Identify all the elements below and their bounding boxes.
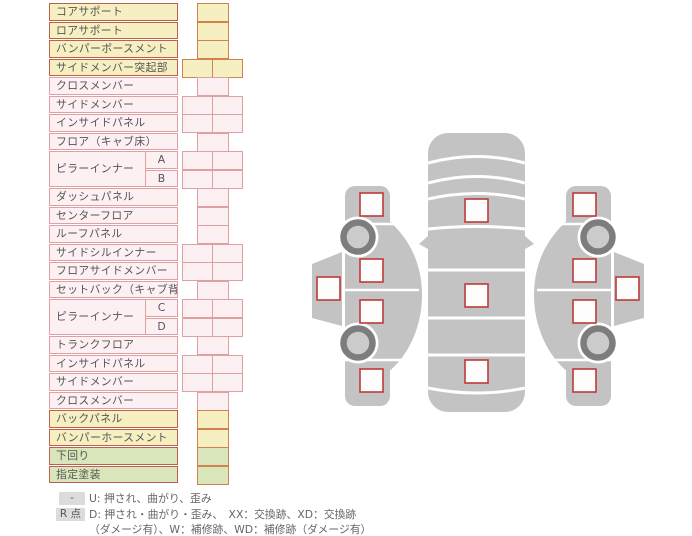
- damage-grade-cell[interactable]: [197, 132, 229, 152]
- part-label: 指定塗装: [49, 465, 178, 483]
- part-label: トランクフロア: [49, 336, 178, 354]
- part-label: 下回り: [49, 447, 178, 465]
- damage-grade-cell[interactable]: [182, 354, 213, 374]
- damage-grade-cell[interactable]: [212, 317, 243, 337]
- damage-grade-cell[interactable]: [212, 151, 243, 170]
- part-label: センターフロア: [49, 206, 178, 224]
- damage-checkbox-top-center[interactable]: [464, 283, 489, 308]
- damage-checkbox-top-trunk[interactable]: [464, 359, 489, 384]
- pillar-sub-label: D: [145, 317, 178, 335]
- damage-grade-cell[interactable]: [212, 299, 243, 318]
- part-label: コアサポート: [49, 3, 178, 21]
- damage-grade-cell[interactable]: [197, 21, 229, 41]
- damage-grade-cell[interactable]: [182, 299, 213, 318]
- damage-grade-cell[interactable]: [197, 336, 229, 355]
- part-label: ダッシュパネル: [49, 188, 178, 206]
- vehicle-diagram: [312, 133, 644, 412]
- pillar-sub-label: A: [145, 151, 178, 169]
- damage-grade-cell[interactable]: [197, 465, 229, 485]
- damage-grade-cell[interactable]: [197, 447, 229, 466]
- left-rear-wheel-icon: [340, 325, 376, 361]
- damage-grade-cell[interactable]: [197, 3, 229, 22]
- part-label: クロスメンバー: [49, 77, 178, 95]
- part-label: サイドシルインナー: [49, 243, 178, 261]
- damage-grade-cell[interactable]: [182, 114, 213, 133]
- damage-grade-cell[interactable]: [182, 373, 213, 392]
- left-front-wheel-icon: [340, 219, 376, 255]
- part-label: インサイドパネル: [49, 354, 178, 372]
- damage-grade-cell[interactable]: [197, 77, 229, 96]
- damage-grade-cell[interactable]: [212, 169, 243, 189]
- part-label: フロア（キャブ床）: [49, 132, 178, 150]
- part-label: インサイドパネル: [49, 114, 178, 132]
- damage-checkbox-right-side-panel[interactable]: [615, 276, 640, 301]
- damage-checkbox-left-front-door[interactable]: [359, 258, 384, 283]
- damage-grade-cell[interactable]: [212, 373, 243, 392]
- damage-grade-cell[interactable]: [197, 391, 229, 411]
- damage-grade-cell[interactable]: [212, 58, 243, 78]
- car-top-view: [419, 133, 534, 412]
- damage-checkbox-left-rear-fender[interactable]: [359, 368, 384, 393]
- part-label: ピラーインナー: [49, 299, 146, 335]
- right-rear-wheel-icon: [580, 325, 616, 361]
- damage-grade-cell[interactable]: [197, 188, 229, 207]
- legend-badge-dash: -: [59, 492, 85, 505]
- damage-grade-cell[interactable]: [212, 262, 243, 281]
- part-label: ルーフパネル: [49, 225, 178, 243]
- damage-grade-cell[interactable]: [197, 40, 229, 59]
- damage-checkbox-left-side-panel[interactable]: [316, 276, 341, 301]
- part-label: ピラーインナー: [49, 151, 146, 187]
- part-label: フロアサイドメンバー: [49, 262, 178, 280]
- part-label: バンパーボースメント: [49, 40, 178, 58]
- damage-checkbox-right-front-door[interactable]: [572, 258, 597, 283]
- damage-checkbox-right-front-fender[interactable]: [572, 192, 597, 217]
- damage-grade-cell[interactable]: [197, 280, 229, 300]
- damage-grade-cell[interactable]: [212, 114, 243, 133]
- damage-checkbox-left-rear-door[interactable]: [359, 299, 384, 324]
- damage-grade-cell[interactable]: [182, 262, 213, 281]
- damage-grade-cell[interactable]: [182, 317, 213, 337]
- damage-checkbox-left-front-fender[interactable]: [359, 192, 384, 217]
- legend-line-u: U: 押され、曲がり、歪み: [89, 492, 212, 505]
- part-label: セットバック（キャブ背）: [49, 280, 178, 298]
- damage-grade-cell[interactable]: [182, 58, 213, 78]
- damage-grade-cell[interactable]: [182, 243, 213, 263]
- part-label: サイドメンバー: [49, 95, 178, 113]
- pillar-sub-label: B: [145, 169, 178, 187]
- damage-grade-cell[interactable]: [197, 225, 229, 244]
- part-label: クロスメンバー: [49, 391, 178, 409]
- part-label: サイドメンバー: [49, 373, 178, 391]
- part-label: サイドメンバー突起部: [49, 58, 178, 76]
- damage-grade-cell[interactable]: [197, 206, 229, 226]
- damage-grade-cell[interactable]: [212, 95, 243, 115]
- damage-checkbox-top-windshield[interactable]: [464, 198, 489, 223]
- part-label: バックパネル: [49, 410, 178, 428]
- part-label: ロアサポート: [49, 21, 178, 39]
- right-front-wheel-icon: [580, 219, 616, 255]
- damage-grade-cell[interactable]: [182, 95, 213, 115]
- damage-grade-cell[interactable]: [212, 354, 243, 374]
- legend-line-d: D: 押され・曲がり・歪み、 XX：交換跡、XD：交換跡: [89, 508, 357, 521]
- damage-grade-cell[interactable]: [212, 243, 243, 263]
- damage-grade-cell[interactable]: [182, 151, 213, 170]
- damage-checkbox-right-rear-door[interactable]: [572, 299, 597, 324]
- damage-checkbox-right-rear-fender[interactable]: [572, 368, 597, 393]
- damage-grade-cell[interactable]: [182, 169, 213, 189]
- damage-grade-cell[interactable]: [197, 410, 229, 429]
- legend-badge-r-point: R 点: [56, 508, 85, 521]
- pillar-sub-label: C: [145, 299, 178, 317]
- part-label: バンパーホースメント: [49, 428, 178, 446]
- damage-grade-cell[interactable]: [197, 428, 229, 448]
- legend-line-d-cont: （ダメージ有）、W：補修跡、WD：補修跡（ダメージ有）: [89, 523, 372, 536]
